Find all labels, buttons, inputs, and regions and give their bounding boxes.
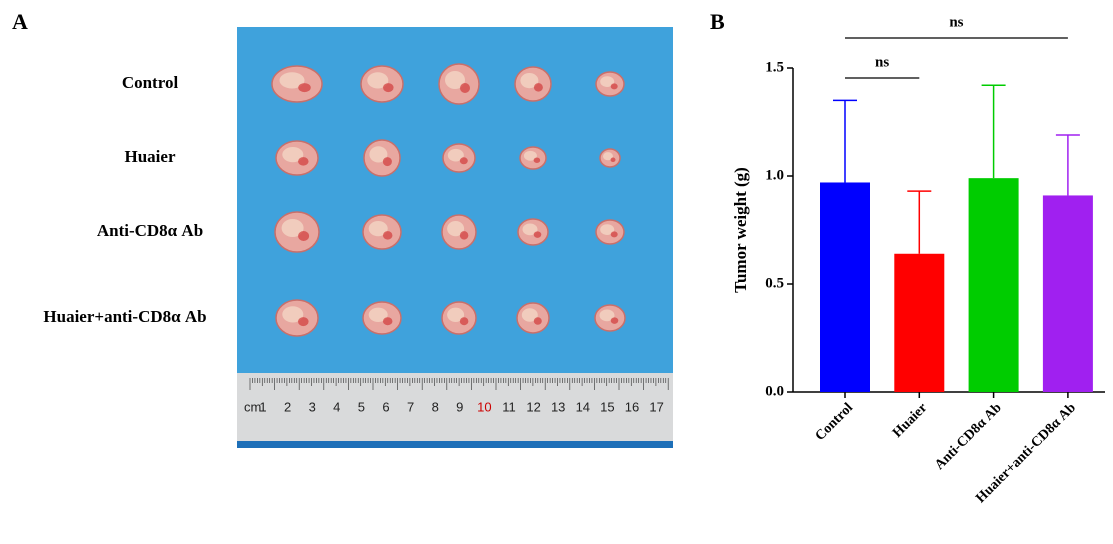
group-label: Huaier+anti-CD8α Ab: [43, 307, 206, 326]
tumor-highlight: [368, 307, 388, 322]
panel-label: A: [12, 9, 28, 34]
x-tick-label: Anti-CD8α Ab: [932, 400, 1005, 473]
x-tick-label: Huaier: [890, 400, 930, 440]
tumor-highlight: [282, 146, 304, 163]
photo-content: [249, 63, 669, 390]
ruler-number: 2: [284, 399, 291, 414]
ruler-number: 11: [502, 399, 516, 414]
ruler-number: 5: [358, 399, 365, 414]
tumor-spot: [610, 83, 618, 90]
bar: [894, 253, 945, 392]
group-label: Control: [122, 73, 179, 92]
group-label: Huaier: [125, 147, 176, 166]
tumor-spot: [459, 157, 468, 165]
ruler-number: 3: [309, 399, 316, 414]
ruler-number: 8: [432, 399, 439, 414]
tumor-highlight: [367, 72, 389, 89]
tumor-highlight: [447, 148, 464, 162]
tumor-highlight: [447, 307, 465, 322]
group-label: Anti-CD8α Ab: [97, 221, 203, 240]
ruler: [237, 373, 673, 441]
tumor-highlight: [522, 223, 538, 236]
y-tick-label: 1.0: [765, 167, 784, 183]
ruler-number: 15: [600, 399, 614, 414]
y-tick-label: 0.0: [765, 383, 784, 399]
ruler-number: 9: [456, 399, 463, 414]
tumor-spot: [533, 231, 542, 238]
x-tick-label: Control: [813, 400, 857, 444]
ruler-number: 16: [625, 399, 639, 414]
tumor-spot: [298, 231, 310, 241]
tumor-highlight: [447, 220, 465, 237]
tumor-highlight: [445, 71, 465, 89]
tumor-spot: [382, 157, 392, 167]
ruler-number: 4: [333, 399, 340, 414]
y-tick-label: 1.5: [765, 59, 784, 75]
tumor-spot: [610, 317, 619, 324]
tumor-highlight: [600, 224, 615, 236]
y-axis-label: Tumor weight (g): [731, 167, 750, 293]
ruler-number: 10: [477, 399, 491, 414]
tumor-spot: [459, 317, 469, 326]
tumor-spot: [382, 231, 393, 240]
tumor-highlight: [521, 308, 538, 322]
tumor-highlight: [523, 150, 537, 161]
tumor-spot: [610, 157, 616, 163]
y-tick-label: 0.5: [765, 275, 784, 291]
ruler-unit: cm: [244, 399, 261, 414]
bar: [820, 182, 870, 392]
tumor-spot: [459, 231, 469, 240]
tumor-highlight: [282, 306, 304, 323]
ruler-number: 13: [551, 399, 565, 414]
ruler-number: 17: [649, 399, 663, 414]
ruler-edge: [237, 441, 673, 448]
tumor-spot: [533, 317, 542, 325]
tumor-highlight: [599, 309, 615, 322]
tumor-highlight: [369, 146, 388, 163]
tumor-spot: [533, 157, 541, 163]
tumor-highlight: [281, 219, 304, 237]
bar: [968, 178, 1019, 392]
tumor-spot: [298, 157, 309, 166]
ruler-number: 7: [407, 399, 414, 414]
tumor-highlight: [279, 72, 305, 89]
bar: [1042, 195, 1093, 392]
tumor-highlight: [600, 76, 615, 87]
tumor-spot: [298, 83, 311, 93]
ruler-number: 6: [382, 399, 389, 414]
significance-label: ns: [875, 54, 889, 70]
significance-label: ns: [949, 14, 963, 30]
ruler-number: 1: [259, 399, 266, 414]
panel-label: B: [710, 9, 725, 34]
tumor-highlight: [368, 220, 388, 237]
tumor-spot: [383, 83, 394, 93]
ruler-number: 14: [576, 399, 590, 414]
ruler-number: 12: [526, 399, 540, 414]
tumor-spot: [533, 83, 543, 92]
tumor-spot: [382, 317, 393, 326]
tumor-highlight: [603, 152, 613, 161]
tumor-spot: [610, 231, 618, 238]
tumor-spot: [298, 317, 309, 327]
tumor-spot: [460, 83, 470, 93]
tumor-highlight: [520, 72, 539, 89]
